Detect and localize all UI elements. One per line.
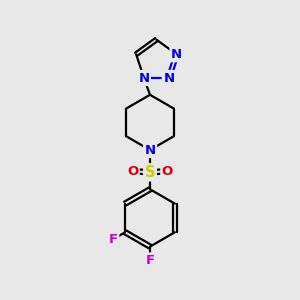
Text: F: F — [146, 254, 154, 267]
Text: N: N — [171, 48, 182, 61]
Text: N: N — [138, 71, 149, 85]
Text: O: O — [162, 165, 173, 178]
Text: N: N — [144, 143, 156, 157]
Text: O: O — [127, 165, 138, 178]
Text: F: F — [109, 233, 118, 246]
Text: N: N — [163, 71, 174, 85]
Text: S: S — [145, 165, 155, 180]
